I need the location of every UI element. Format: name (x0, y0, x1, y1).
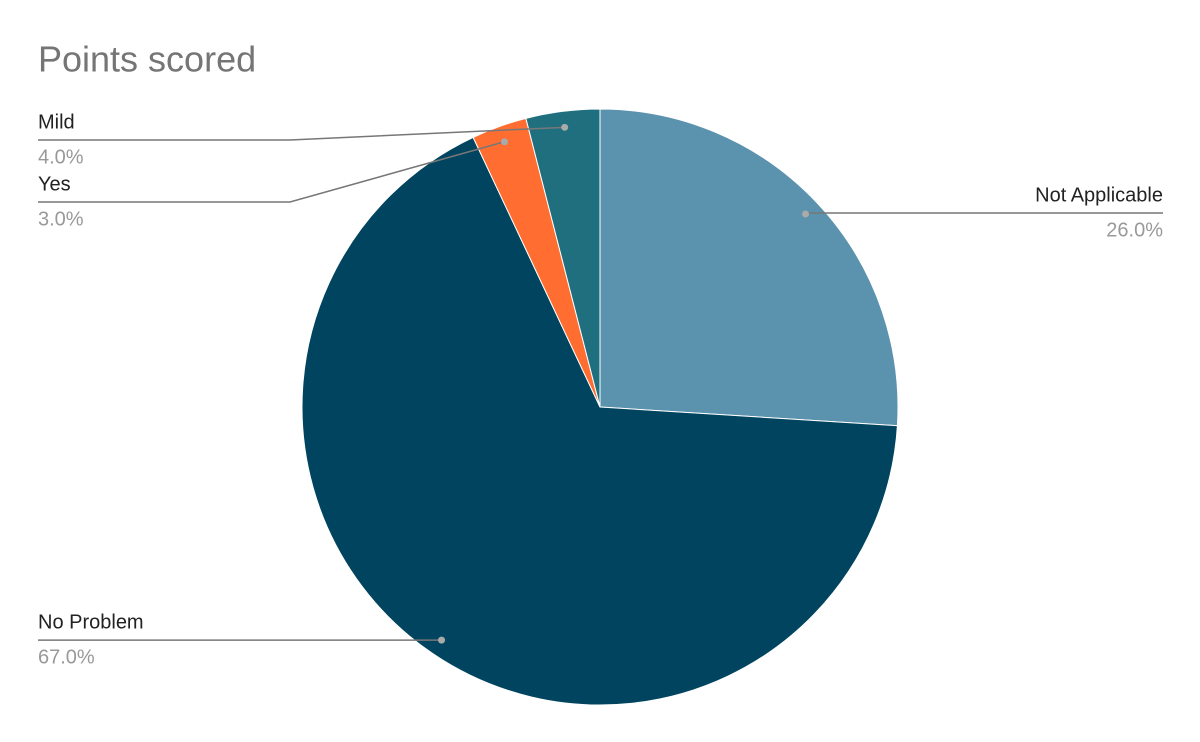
slice-value-label: 67.0% (38, 646, 95, 668)
chart-title: Points scored (38, 39, 256, 80)
slice-label: Mild (38, 111, 75, 133)
leader-line (38, 141, 505, 203)
pie-slice (301, 136, 898, 706)
leader-line (38, 126, 565, 141)
slice-label: Not Applicable (1035, 184, 1163, 206)
slice-value-label: 26.0% (1106, 219, 1163, 241)
pie-slice (599, 108, 899, 427)
slice-label: Yes (38, 173, 71, 195)
leader-dot (438, 636, 446, 644)
leader-dot (802, 210, 810, 218)
slice-label: No Problem (38, 611, 144, 633)
leader-dot (501, 138, 509, 146)
slice-value-label: 3.0% (38, 208, 84, 230)
pie-slice (525, 108, 601, 408)
slice-value-label: 4.0% (38, 146, 84, 168)
leader-dot (561, 123, 569, 131)
